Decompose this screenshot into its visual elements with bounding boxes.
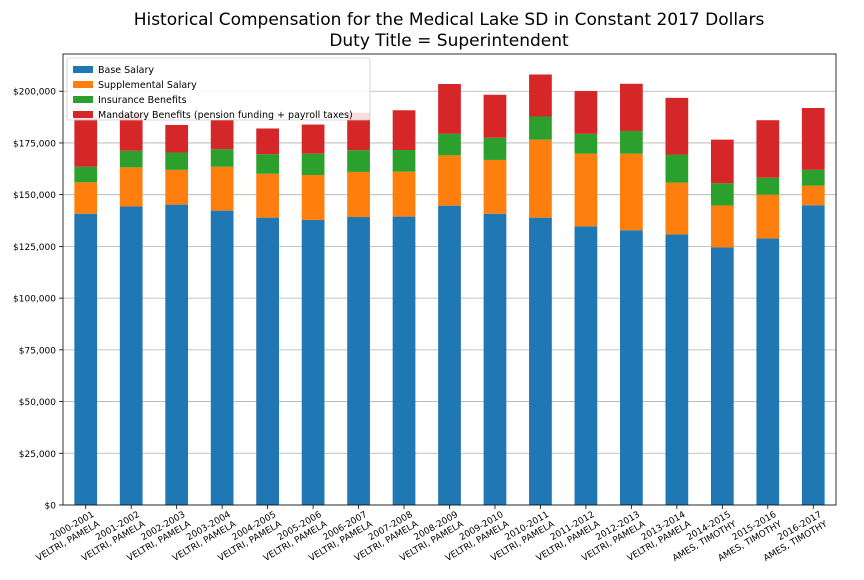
bar-2016-2017-series-1 (801, 185, 825, 206)
bar-2011-2012-series-3 (574, 91, 598, 134)
bar-2011-2012-series-1 (574, 153, 598, 227)
y-tick-label-4: $100,000 (13, 295, 56, 305)
bar-2015-2016-series-0 (756, 238, 780, 506)
bar-2010-2011-series-2 (529, 116, 552, 140)
bar-2014-2015-series-1 (710, 205, 734, 248)
bar-2016-2017-series-3 (801, 107, 825, 170)
chart-subtitle: Duty Title = Superintendent (329, 31, 569, 51)
bar-2012-2013-series-0 (620, 230, 643, 505)
bar-2009-2010-series-1 (483, 159, 507, 214)
y-tick-label-7: $175,000 (13, 139, 56, 149)
bar-2002-2003-series-0 (165, 204, 189, 505)
bar-2011-2012-series-2 (574, 133, 598, 154)
bar-2001-2002-series-2 (119, 150, 143, 168)
bar-2005-2006-series-2 (301, 153, 325, 176)
bar-2007-2008-series-0 (392, 216, 416, 505)
bar-2000-2001-series-2 (74, 166, 98, 183)
legend-swatch-0 (73, 66, 93, 73)
bar-2008-2009-series-3 (438, 83, 461, 134)
bar-2003-2004-series-2 (210, 149, 234, 167)
y-tick-label-2: $50,000 (19, 398, 56, 408)
bar-2004-2005-series-3 (256, 128, 279, 155)
bar-2015-2016-series-1 (756, 194, 780, 239)
bar-2010-2011-series-1 (529, 139, 552, 218)
bar-2000-2001-series-3 (74, 118, 98, 167)
bar-2004-2005-series-2 (256, 154, 279, 174)
bar-2010-2011-series-0 (529, 217, 552, 506)
bar-2007-2008-series-3 (392, 110, 416, 150)
bar-2002-2003-series-2 (165, 152, 189, 170)
bar-2000-2001-series-0 (74, 213, 98, 506)
bar-2008-2009-series-0 (438, 205, 461, 505)
bar-2012-2013-series-2 (620, 130, 643, 154)
bar-2006-2007-series-0 (347, 217, 370, 505)
bar-2003-2004-series-1 (210, 166, 234, 211)
bar-2009-2010-series-0 (483, 213, 507, 506)
y-tick-label-1: $25,000 (19, 450, 56, 460)
bar-2013-2014-series-2 (665, 154, 689, 183)
bar-2012-2013-series-3 (620, 83, 643, 131)
legend-label-0: Base Salary (98, 65, 154, 76)
chart-title: Historical Compensation for the Medical … (134, 10, 765, 30)
legend-swatch-3 (73, 111, 93, 118)
bar-2007-2008-series-1 (392, 171, 416, 217)
y-tick-label-0: $0 (45, 502, 57, 512)
bar-2014-2015-series-0 (710, 247, 734, 506)
legend-swatch-1 (73, 81, 93, 88)
bar-2003-2004-series-3 (210, 119, 234, 150)
y-tick-label-3: $75,000 (19, 346, 56, 356)
bar-2015-2016-series-2 (756, 177, 780, 195)
bar-2005-2006-series-0 (301, 219, 325, 506)
bar-2008-2009-series-2 (438, 133, 461, 156)
bar-2011-2012-series-0 (574, 226, 598, 505)
bar-2001-2002-series-0 (119, 206, 143, 505)
bar-2015-2016-series-3 (756, 120, 780, 178)
y-tick-label-5: $125,000 (13, 243, 56, 253)
bar-2008-2009-series-1 (438, 155, 461, 206)
y-tick-label-8: $200,000 (13, 88, 56, 98)
bar-2004-2005-series-1 (256, 173, 279, 218)
legend-swatch-2 (73, 96, 93, 103)
legend: Base Salary Supplemental Salary Insurance … (66, 57, 371, 121)
bar-2007-2008-series-2 (392, 149, 416, 172)
legend-label-2: Insurance Benefits (98, 95, 187, 106)
bar-2012-2013-series-1 (620, 153, 643, 231)
bars-layer (74, 74, 825, 506)
bar-2001-2002-series-3 (119, 113, 143, 151)
bar-2004-2005-series-0 (256, 217, 279, 506)
bar-2009-2010-series-3 (483, 94, 507, 138)
bar-2009-2010-series-2 (483, 137, 507, 160)
bar-2006-2007-series-3 (347, 112, 370, 151)
bar-2000-2001-series-1 (74, 182, 98, 214)
bar-2002-2003-series-3 (165, 124, 189, 153)
bar-2016-2017-series-0 (801, 205, 825, 506)
y-tick-label-6: $150,000 (13, 191, 56, 201)
bar-2013-2014-series-3 (665, 97, 689, 155)
bar-2002-2003-series-1 (165, 169, 189, 205)
bar-2006-2007-series-1 (347, 171, 370, 218)
legend-label-1: Supplemental Salary (98, 80, 197, 91)
legend-box (66, 57, 371, 121)
bar-2006-2007-series-2 (347, 150, 370, 172)
bar-2010-2011-series-3 (529, 74, 552, 117)
bar-2001-2002-series-1 (119, 167, 143, 207)
bar-2014-2015-series-3 (710, 139, 734, 184)
bar-2005-2006-series-3 (301, 124, 325, 154)
bar-2014-2015-series-2 (710, 183, 734, 206)
bar-2013-2014-series-0 (665, 234, 689, 505)
bar-2005-2006-series-1 (301, 175, 325, 220)
bar-2016-2017-series-2 (801, 169, 825, 186)
bar-2013-2014-series-1 (665, 182, 689, 235)
bar-2003-2004-series-0 (210, 210, 234, 506)
legend-label-3: Mandatory Benefits (pension funding + pa… (98, 110, 353, 121)
